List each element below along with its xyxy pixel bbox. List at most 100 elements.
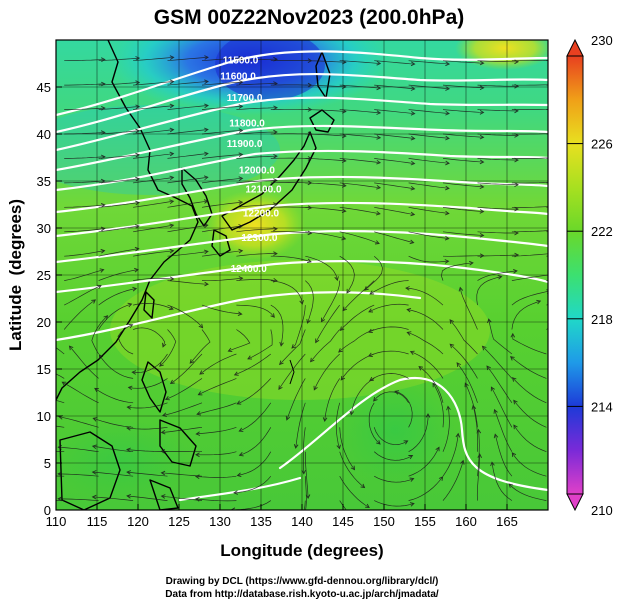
streamline-arrow — [203, 199, 209, 204]
streamline — [98, 202, 140, 208]
streamline-arrow — [273, 178, 278, 183]
streamline — [374, 475, 414, 483]
streamline — [408, 231, 449, 239]
x-tick-label-150: 150 — [373, 514, 395, 529]
streamline — [305, 109, 346, 112]
streamline — [476, 454, 481, 501]
streamline — [442, 133, 484, 138]
streamline-arrow — [479, 159, 485, 165]
streamline-arrow — [583, 130, 587, 134]
streamline — [510, 356, 547, 379]
streamline-arrow — [583, 154, 587, 158]
streamline-arrow — [322, 417, 328, 422]
streamline — [338, 329, 375, 353]
streamline-arrow — [238, 104, 244, 109]
streamline-arrow — [194, 496, 200, 502]
streamline — [407, 332, 444, 355]
streamline-arrow — [126, 405, 132, 410]
streamline — [170, 353, 203, 384]
streamline — [374, 158, 415, 164]
streamline — [133, 81, 174, 86]
streamline — [127, 471, 168, 477]
contour-11700 — [56, 96, 548, 152]
colorbar-tick-label-214: 214 — [591, 399, 613, 414]
streamline-arrow — [195, 452, 200, 458]
streamline-arrow — [238, 176, 244, 181]
streamline-arrow — [446, 405, 451, 411]
streamline-arrow — [425, 413, 431, 418]
streamline-arrow — [310, 357, 315, 363]
streamline — [374, 60, 415, 65]
streamline — [98, 225, 139, 233]
streamline — [62, 381, 99, 404]
streamline — [477, 254, 519, 257]
streamline — [442, 182, 484, 188]
streamline — [201, 57, 243, 62]
streamline — [368, 303, 409, 313]
streamline — [486, 365, 513, 404]
streamline-arrow — [227, 347, 233, 353]
streamline-arrow — [549, 156, 553, 160]
streamline — [92, 445, 134, 453]
streamline-arrow — [204, 127, 209, 133]
streamline-arrow — [273, 251, 278, 256]
streamline-arrow — [204, 103, 209, 109]
streamline-arrow — [511, 377, 517, 382]
streamline-arrow — [549, 83, 553, 87]
credit-line-2: Data from http://database.rish.kyoto-u.a… — [165, 589, 439, 600]
streamline-arrow — [100, 57, 106, 62]
streamline — [98, 303, 132, 330]
streamline — [167, 81, 209, 86]
streamline — [408, 255, 449, 263]
streamline — [408, 182, 449, 189]
streamline — [394, 390, 413, 428]
streamline-arrow — [549, 252, 553, 256]
streamline — [374, 231, 414, 244]
streamline — [201, 177, 243, 184]
coast-taiwan — [143, 291, 155, 319]
streamline — [56, 347, 65, 355]
streamline-arrow — [134, 267, 139, 273]
streamline-arrow — [364, 286, 369, 291]
streamline — [63, 299, 96, 330]
streamline-arrow — [464, 382, 469, 388]
streamline-arrow — [444, 259, 450, 264]
streamline — [201, 130, 243, 135]
streamline-arrow — [135, 104, 141, 110]
streamline-arrow — [409, 502, 415, 507]
streamline-arrow — [511, 452, 517, 457]
streamline — [92, 471, 134, 477]
contour-label-12200.0: 12200.0 — [243, 209, 280, 220]
streamline-arrow — [100, 202, 106, 208]
streamline — [511, 59, 548, 62]
streamline-arrow — [444, 235, 450, 241]
streamline-arrow — [169, 151, 175, 157]
streamline — [270, 182, 312, 184]
coast-sulawesi — [149, 479, 179, 510]
y-tick-label-20: 20 — [37, 315, 51, 330]
streamline-arrow — [410, 186, 416, 191]
streamline — [335, 402, 341, 449]
streamline-arrow — [132, 286, 138, 292]
streamline-arrow — [273, 202, 278, 207]
streamline — [476, 276, 502, 306]
streamline — [126, 426, 168, 430]
streamline-arrow — [409, 239, 415, 245]
streamline-arrow — [410, 160, 416, 166]
streamline — [339, 84, 381, 89]
streamline-arrow — [135, 152, 141, 158]
coast-luzon — [141, 361, 167, 413]
streamline-arrow — [455, 432, 461, 438]
credit-line-1: Drawing by DCL (https://www.gfd-dennou.o… — [166, 576, 439, 587]
streamline — [368, 402, 381, 445]
streamline-arrow — [99, 268, 105, 273]
y-tick-label-30: 30 — [37, 221, 51, 236]
streamline-arrow — [291, 344, 297, 349]
streamline — [295, 402, 306, 448]
streamline-arrow — [346, 288, 351, 294]
streamline — [201, 105, 243, 110]
streamline-arrow — [236, 472, 242, 478]
streamline-arrow — [238, 451, 244, 457]
streamline-arrow — [238, 427, 244, 432]
streamline — [477, 270, 517, 281]
